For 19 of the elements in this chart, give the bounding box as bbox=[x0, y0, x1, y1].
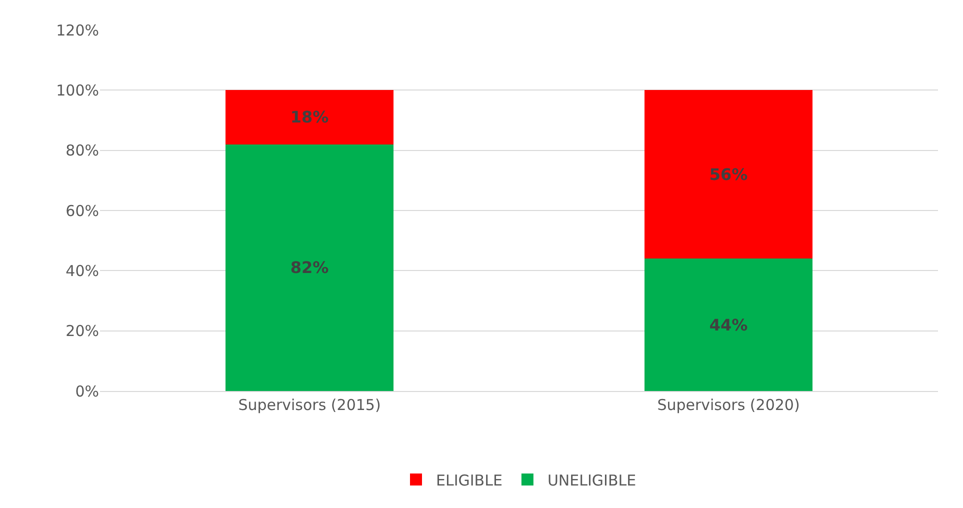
y-tick-label: 60% bbox=[66, 202, 99, 220]
y-tick-label: 0% bbox=[75, 382, 99, 400]
bar bbox=[644, 90, 812, 259]
x-tick-label: Supervisors (2015) bbox=[238, 396, 381, 414]
bar bbox=[226, 90, 394, 144]
x-tick-label: Supervisors (2020) bbox=[657, 396, 800, 414]
data-label: 56% bbox=[709, 164, 748, 184]
bar bbox=[226, 144, 394, 391]
y-tick-label: 20% bbox=[66, 322, 99, 340]
y-tick-label: 40% bbox=[66, 262, 99, 280]
data-label: 82% bbox=[290, 258, 329, 278]
y-tick-label: 100% bbox=[56, 81, 99, 100]
bar bbox=[644, 258, 812, 391]
data-label: 18% bbox=[290, 108, 329, 127]
legend-label: UNELIGIBLE bbox=[547, 471, 636, 490]
y-tick-label: 80% bbox=[66, 142, 99, 160]
legend-label: ELIGIBLE bbox=[436, 471, 502, 490]
data-label: 44% bbox=[709, 315, 748, 334]
y-tick-label: 120% bbox=[56, 21, 99, 40]
